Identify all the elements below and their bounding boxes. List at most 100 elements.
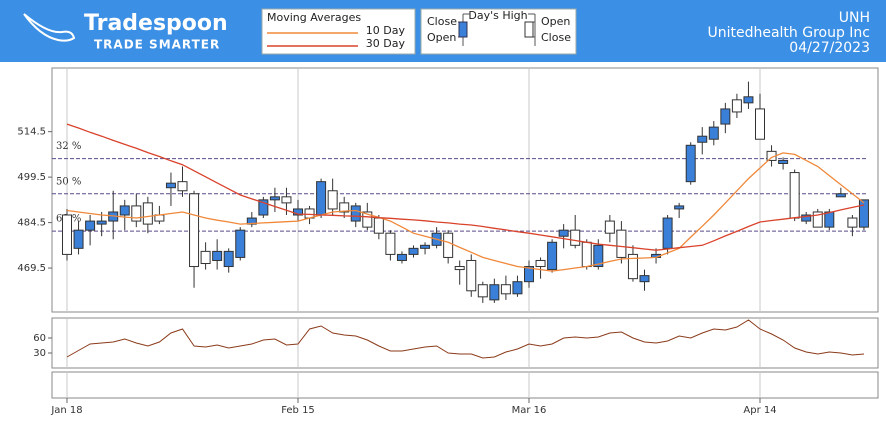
candle-body — [720, 108, 731, 125]
candle-body — [408, 247, 419, 255]
candle-body — [708, 126, 719, 140]
legend-label: 10 Day — [366, 24, 406, 37]
legend-text: Day's High — [468, 9, 527, 22]
candle-body — [558, 229, 569, 237]
candle-body — [616, 229, 627, 258]
plot-layer: Jan 18 Feb 15 Mar 16 Apr 14 469.5 484.5 499.5 5… — [17, 68, 869, 416]
candle-body — [489, 284, 500, 301]
candle-legend: Close Open Day's High Open Close — [427, 9, 571, 46]
candle-body — [454, 266, 465, 271]
candle-body — [500, 284, 511, 295]
candle-body — [73, 229, 84, 249]
candle-legend-box — [420, 8, 577, 55]
candle-body — [443, 232, 454, 258]
volume-panel — [51, 371, 879, 399]
candle-body — [350, 205, 361, 222]
candle-body — [662, 217, 673, 249]
candle-body — [373, 217, 384, 234]
candle-body — [535, 259, 546, 268]
candle-body — [524, 266, 534, 283]
moving-average-line — [66, 123, 865, 251]
date: 04/27/2023 — [789, 40, 870, 56]
candle-body — [778, 159, 789, 164]
y-tick-label: 60 — [33, 333, 46, 344]
candle-body — [570, 229, 581, 246]
candle-body — [547, 241, 558, 271]
moving-average-line — [66, 152, 865, 272]
legend-text: Close — [541, 31, 571, 44]
candle-body — [385, 232, 396, 255]
candle-body — [824, 211, 835, 228]
candle-body — [327, 190, 338, 210]
candle-body — [731, 99, 742, 113]
x-tick-label: Mar 16 — [512, 405, 547, 416]
candle-body — [604, 220, 615, 234]
candle-body — [85, 220, 96, 231]
candle-body — [639, 275, 650, 283]
candle-body — [858, 199, 869, 228]
price-panel — [51, 67, 879, 313]
candle-body — [755, 108, 765, 140]
candle-body — [697, 135, 708, 143]
x-tick-label: Feb 15 — [281, 405, 315, 416]
candle-body — [96, 220, 107, 225]
candle-body — [789, 172, 800, 219]
level-label: 32 % — [56, 141, 81, 152]
x-tick-label: Apr 14 — [743, 405, 776, 416]
x-tick-label: Jan 18 — [50, 405, 82, 416]
candle-body — [396, 253, 407, 261]
candle-body — [835, 193, 846, 198]
candle-body — [189, 193, 200, 268]
oscillator-panel — [51, 317, 879, 369]
candle-body — [269, 196, 280, 201]
candle-body — [212, 250, 223, 261]
y-tick-label: 484.5 — [17, 218, 46, 229]
legend-up-candle — [458, 21, 468, 38]
logo-subtitle: TRADE SMARTER — [94, 38, 220, 52]
y-tick-label: 469.5 — [17, 263, 46, 274]
candle-body — [593, 244, 604, 268]
oscillator-line — [66, 319, 865, 359]
candle-body — [801, 214, 812, 222]
candle-body — [281, 196, 292, 204]
legend-title: Moving Averages — [267, 11, 361, 24]
candle-body — [62, 214, 72, 255]
candle-body — [512, 281, 523, 295]
ticker: UNH — [839, 10, 870, 26]
candle-body — [420, 244, 431, 249]
candle-body — [674, 205, 685, 210]
legend-text: Open — [541, 15, 570, 28]
legend-text: Close — [427, 15, 457, 28]
candle-body — [119, 205, 130, 216]
candle-body — [316, 181, 327, 216]
y-tick-label: 499.5 — [17, 172, 46, 183]
candle-body — [627, 253, 638, 280]
legend-label: 30 Day — [366, 37, 406, 50]
company-name: Unitedhealth Group Inc — [707, 25, 870, 41]
level-label: 50 % — [56, 176, 81, 187]
candle-body — [466, 259, 477, 292]
spoon-icon — [23, 13, 76, 42]
logo[interactable]: Tradespoon TRADE SMARTER — [23, 11, 228, 52]
candle-body — [142, 202, 153, 225]
candle-body — [581, 241, 592, 268]
candle-body — [177, 181, 188, 192]
candle-body — [223, 250, 234, 268]
candle-body — [235, 229, 246, 258]
candle-body — [362, 211, 373, 228]
candle-body — [685, 144, 696, 183]
candle-body — [339, 202, 350, 213]
candle-body — [165, 182, 176, 189]
y-tick-label: 30 — [33, 348, 46, 359]
y-tick-label: 514.5 — [17, 127, 46, 138]
candle-body — [812, 211, 823, 228]
legend-down-candle — [524, 21, 534, 38]
candle-body — [477, 284, 488, 298]
candle-body — [847, 217, 858, 228]
logo-title: Tradespoon — [84, 11, 228, 36]
legend-text: Open — [427, 31, 456, 44]
candle-body — [131, 205, 142, 222]
